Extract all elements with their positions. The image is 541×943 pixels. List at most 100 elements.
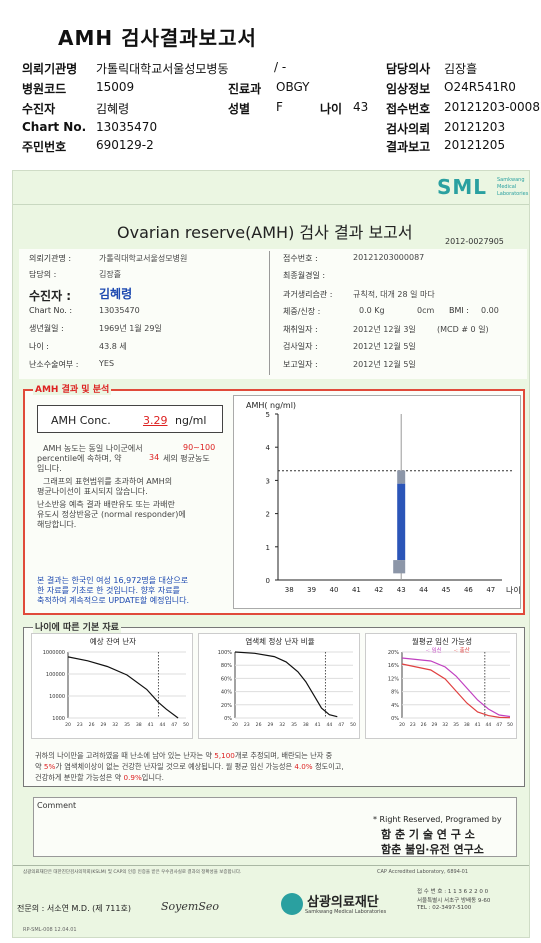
mini-chart-x-tick-label: 32 (442, 722, 448, 728)
mini-chart-x-tick-label: 20 (232, 722, 238, 728)
analysis-text7: 유도시 정상반응군 (normal responder)에 (37, 510, 186, 519)
dept-value: OBGY (276, 80, 310, 94)
info-collect-label: 채취일자 : (283, 325, 318, 334)
foundation-name: 삼광의료재단 (307, 895, 379, 910)
info-menarche-label: 최종월경일 : (283, 271, 326, 280)
amh-chart-x-tick-label: 47 (486, 586, 495, 594)
summary-l3a: 건강하게 분만할 가능성은 약 (35, 773, 122, 782)
contact-line3: TEL : 02-3497-5100 (417, 905, 472, 911)
amh-chart-frame: AMH( ng/ml) 0 1 2 3 4 5 38 39 40 41 42 43 44 45 46 47 나이 (233, 395, 521, 609)
info-chart-label: Chart No. : (29, 306, 73, 315)
analysis-section-label: AMH 결과 및 분석 (33, 382, 112, 395)
institution-label: 의뢰기관명 (22, 62, 78, 76)
mini-chart-x-tick-label: 26 (421, 722, 427, 728)
analysis-text2a: percentile에 속하며, 약 (37, 454, 122, 463)
foundation-name-en: Samkwang Medical Laboratories (305, 909, 387, 915)
mini-chart-x-tick-label: 38 (303, 722, 309, 728)
mini-chart-title: 월평균 임신 가능성 (412, 636, 472, 646)
info-inst-value: 가톨릭대학교서울성모병원 (99, 254, 188, 263)
mini-chart-x-tick-label: 44 (485, 722, 491, 728)
receipt-label: 접수번호 (386, 102, 431, 116)
clinical-label: 임상정보 (386, 82, 431, 96)
analysis-text6: 난소반응 예측 결과 배란유도 또는 과배란 (37, 500, 175, 509)
amh-report-scan: SML Samkwang Medical Laboratories Ovaria… (12, 170, 530, 938)
mini-chart-y-tick-label: 20% (221, 703, 232, 709)
info-age-value: 43.8 세 (99, 342, 127, 351)
sex-value: F (276, 100, 283, 114)
summary-line1: 귀하의 나이만을 고려하였을 때 난소에 남아 있는 난자는 약 5,100개로… (35, 751, 332, 761)
info-surgery-value: YES (99, 359, 115, 368)
mini-chart-y-tick-label: 60% (221, 676, 232, 682)
specialist-signature: SoyemSeo (161, 900, 219, 913)
info-birth-value: 1969년 1월 29일 (99, 324, 162, 333)
foundation-emblem-icon (281, 893, 303, 915)
analysis-avg-age: 34 (149, 453, 160, 462)
age-data-section-label: 나이에 따른 기본 자료 (33, 620, 121, 633)
amh-chart-y-tick-label: 2 (266, 511, 270, 519)
mini-chart-x-tick-label: 41 (475, 722, 481, 728)
mini-chart-title: 예상 잔여 난자 (90, 636, 136, 646)
mini-chart-x-tick-label: 29 (100, 722, 106, 728)
doctor-value: 김장흘 (444, 62, 478, 76)
amh-chart-bar-top (397, 470, 406, 484)
mini-chart-x-tick-label: 50 (507, 722, 513, 728)
info-receipt-label: 접수번호 : (283, 254, 318, 263)
mini-chart-y-tick-label: 8% (391, 690, 399, 696)
mini-chart-3-frame: 월평균 임신 가능성 0% 4% 8% 12% 16% 20% 20 23 26 29 32 35 38 4… (365, 633, 517, 739)
summary-normal-ratio: 5% (43, 762, 56, 771)
contact-line1: 접 수 번 호 : 1 1 3 6 2 2 0 0 (417, 889, 489, 895)
info-weight-value: 0.0 Kg (359, 306, 385, 315)
mini-chart-x-tick-label: 20 (65, 722, 71, 728)
mini-chart-series-line (401, 663, 511, 719)
hospital-code-value: 15009 (96, 80, 135, 94)
dept-label: 진료과 (228, 82, 262, 96)
analysis-text8: 해당합니다. (37, 520, 77, 529)
amh-conc-unit: ng/ml (175, 414, 207, 427)
info-report-label: 보고일자 : (283, 360, 318, 369)
amh-chart-bar (397, 483, 406, 561)
summary-l1a: 귀하의 나이만을 고려하였을 때 난소에 남아 있는 난자는 약 (35, 751, 212, 760)
comment-label: Comment (37, 801, 77, 810)
analysis-text1a: AMH 농도는 동일 나이군에서 (43, 444, 143, 453)
receipt-value: 20121203-00087 (444, 100, 541, 114)
info-history-value: 규칙적, 대개 28 일 마다 (353, 290, 435, 299)
summary-eggs: 5,100 (214, 751, 235, 760)
info-bmi-value: 0.00 (481, 306, 499, 315)
amh-chart-y-tick-label: 1 (266, 544, 270, 552)
sml-logo: SML (437, 175, 488, 199)
mini-chart-x-tick-label: 47 (338, 722, 344, 728)
amh-chart-y-tick-label: 0 (266, 577, 270, 585)
mini-chart-y-tick-label: 1000000 (43, 650, 65, 656)
summary-pregnancy: 4.0% (294, 762, 313, 771)
summary-l2a: 약 (35, 762, 42, 771)
mini-chart-y-tick-label: 4% (391, 703, 399, 709)
summary-l2c: 가 염색체이상이 없는 건강한 난자일 것으로 예상됩니다. 월 평균 임신 가… (55, 762, 293, 771)
page-code: RP-SML-008 12.04.01 (23, 927, 77, 933)
mini-chart-x-tick-label: 26 (256, 722, 262, 728)
summary-line3: 건강하게 분만할 가능성은 약 0.9%입니다. (35, 773, 164, 783)
info-surgery-label: 난소수술여부 : (29, 360, 79, 369)
mini-chart-x-tick-label: 38 (464, 722, 470, 728)
info-birth-label: 생년월일 : (29, 324, 64, 333)
summary-l1c: 개로 추정되며, 배란되는 난자 중 (234, 751, 333, 760)
mini-chart-remaining-eggs: 예상 잔여 난자 1000 10000 100000 1000000 20 23 26 29 32… (43, 636, 189, 728)
info-history-label: 과거생리습관 : (283, 290, 333, 299)
mini-chart-y-tick-label: 0% (224, 716, 232, 722)
mini-chart-x-tick-label: 26 (89, 722, 95, 728)
amh-chart-ylabel: AMH( ng/ml) (246, 401, 296, 410)
mini-chart-x-tick-label: 35 (291, 722, 297, 728)
page-title: AMH 검사결과보고서 (58, 26, 257, 50)
mini-chart-y-tick-label: 40% (221, 690, 232, 696)
amh-conc-label: AMH Conc. (51, 414, 111, 427)
mini-chart-y-tick-label: 12% (388, 676, 399, 682)
mini-chart-legend-birth: -: 출산 (454, 646, 470, 654)
patient-value: 김혜령 (96, 102, 130, 116)
rrn-value: 690129-2 (96, 138, 154, 152)
ward-value: / - (274, 60, 287, 74)
mini-chart-2-frame: 염색체 정상 난자 비율 0% 20% 40% 60% 80% 100% 20 23 26 29 32… (198, 633, 360, 739)
analysis-note1: 본 결과는 한국인 여성 16,972명을 대상으로 (37, 576, 189, 585)
mini-chart-legend-pregnancy: -: 임신 (426, 646, 442, 654)
info-body-label: 체중/신장 : (283, 307, 321, 316)
mini-chart-x-tick-label: 47 (171, 722, 177, 728)
amh-chart-x-tick-label: 40 (330, 586, 339, 594)
